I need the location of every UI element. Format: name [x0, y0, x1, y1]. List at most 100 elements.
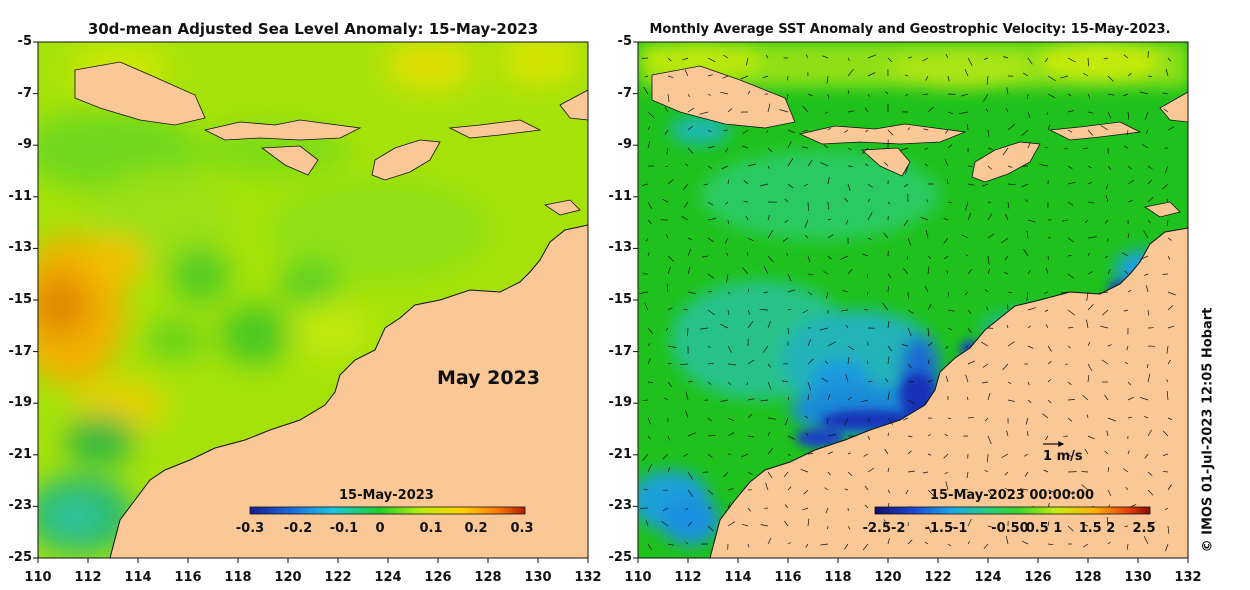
velocity-arrow	[1027, 111, 1031, 119]
velocity-arrow	[667, 362, 672, 365]
x-tick-label: 130	[524, 570, 552, 585]
velocity-arrow	[945, 129, 949, 134]
velocity-arrow	[820, 543, 829, 546]
island-chain-east	[448, 119, 542, 139]
velocity-arrow	[647, 381, 654, 383]
velocity-arrow	[961, 234, 969, 239]
velocity-arrow	[1003, 56, 1009, 59]
velocity-arrow	[779, 109, 789, 113]
imos-credit: © IMOS 01-Jul-2023 12:05 Hobart	[1200, 307, 1216, 553]
velocity-arrow	[1147, 489, 1154, 496]
velocity-arrow	[1067, 345, 1071, 349]
velocity-arrow	[687, 267, 691, 275]
velocity-arrow	[1122, 468, 1129, 473]
velocity-arrow	[1166, 219, 1169, 226]
y-tick-label: -7	[17, 86, 32, 101]
velocity-arrow	[987, 525, 993, 528]
month-label: May 2023	[437, 367, 541, 389]
ssl-colorbar-label: 0.1	[419, 521, 443, 536]
velocity-arrow	[683, 201, 689, 208]
velocity-arrow	[807, 201, 809, 211]
velocity-arrow	[787, 308, 792, 311]
velocity-arrow	[763, 266, 769, 275]
velocity-arrow	[1126, 543, 1129, 550]
velocity-arrow	[1127, 396, 1134, 401]
velocity-arrow	[687, 327, 689, 337]
velocity-arrow	[759, 308, 769, 311]
velocity-arrow	[827, 471, 831, 476]
velocity-arrow	[727, 363, 737, 366]
velocity-arrow	[1166, 345, 1169, 354]
velocity-arrow	[1023, 248, 1029, 257]
velocity-arrow	[647, 252, 650, 257]
velocity-arrow	[707, 165, 713, 169]
velocity-arrow	[867, 72, 876, 77]
velocity-arrow	[1064, 147, 1069, 150]
velocity-arrow	[665, 165, 669, 168]
velocity-arrow	[1042, 413, 1049, 419]
velocity-arrow	[807, 273, 814, 276]
velocity-arrow	[683, 183, 689, 191]
velocity-arrow	[1067, 165, 1073, 169]
velocity-arrow	[1027, 141, 1031, 149]
velocity-arrow	[867, 291, 869, 296]
velocity-arrow	[727, 345, 732, 353]
velocity-arrow	[1007, 304, 1009, 311]
right-panel-title: Monthly Average SST Anomaly and Geostrop…	[649, 22, 1171, 37]
velocity-arrow	[807, 394, 810, 401]
velocity-arrow	[687, 147, 694, 154]
island-northeast	[559, 89, 588, 121]
velocity-arrow	[1067, 181, 1076, 185]
velocity-arrow	[1087, 363, 1093, 372]
velocity-arrow	[1007, 381, 1012, 385]
velocity-arrow	[867, 521, 872, 527]
velocity-arrow	[787, 396, 790, 401]
velocity-arrow	[887, 467, 890, 473]
velocity-arrow	[882, 302, 889, 311]
x-tick-label: 122	[324, 570, 352, 585]
velocity-arrow	[987, 147, 994, 150]
x-tick-label: 130	[1124, 570, 1152, 585]
velocity-arrow	[747, 90, 751, 95]
velocity-arrow	[747, 543, 750, 548]
velocity-arrow	[800, 468, 809, 473]
velocity-arrow	[1007, 183, 1016, 186]
velocity-arrow	[819, 327, 829, 331]
velocity-arrow	[944, 159, 949, 167]
velocity-arrow	[947, 543, 952, 547]
velocity-arrow	[845, 219, 849, 225]
velocity-arrow	[967, 183, 974, 186]
velocity-arrow	[821, 377, 829, 383]
velocity-arrow	[787, 129, 796, 134]
velocity-arrow	[884, 161, 889, 167]
velocity-arrow	[922, 471, 929, 474]
velocity-arrow	[767, 230, 773, 239]
velocity-arrow	[887, 356, 890, 365]
velocity-arrow	[1127, 381, 1132, 386]
velocity-arrow	[827, 93, 829, 99]
velocity-arrow	[823, 271, 829, 275]
velocity-arrow	[1026, 230, 1029, 239]
velocity-arrow	[665, 327, 669, 331]
velocity-arrow	[947, 327, 953, 331]
velocity-arrow	[847, 268, 853, 275]
reference-speed-label: 1 m/s	[1043, 449, 1083, 464]
velocity-arrow	[1067, 201, 1074, 206]
velocity-arrow	[784, 504, 789, 509]
java-land	[74, 61, 206, 126]
velocity-arrow	[687, 380, 693, 383]
velocity-arrow	[823, 144, 829, 149]
velocity-arrow	[707, 146, 715, 149]
velocity-arrow	[1027, 93, 1029, 100]
velocity-arrow	[841, 309, 849, 312]
velocity-arrow	[867, 198, 871, 203]
velocity-arrow	[887, 286, 889, 293]
velocity-arrow	[707, 129, 712, 133]
velocity-arrow	[765, 54, 769, 59]
velocity-arrow	[765, 482, 769, 491]
velocity-arrow	[1102, 309, 1109, 316]
axis-tick-marks	[33, 41, 1189, 563]
velocity-arrow	[1047, 93, 1056, 99]
velocity-arrow	[1147, 179, 1152, 185]
ssl-anomaly-field	[38, 42, 580, 555]
